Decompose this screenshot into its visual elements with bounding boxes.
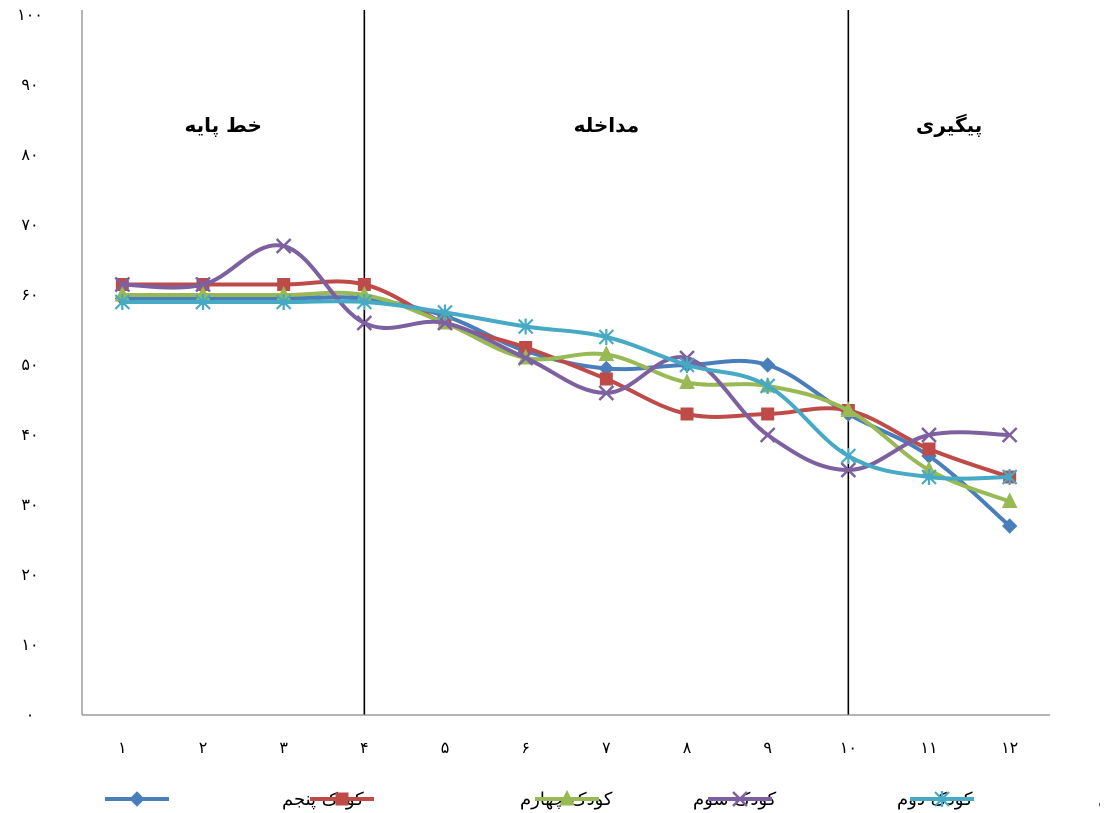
x-tick-label: ۴ (360, 738, 369, 757)
data-point (761, 407, 775, 421)
phase-labels: خط پایه مداخله پیگیری (184, 113, 982, 138)
data-point (275, 294, 292, 310)
y-tick-label: ۲۰ (21, 565, 38, 584)
series-4 (114, 238, 1018, 478)
data-point (1001, 518, 1018, 534)
data-point (195, 276, 211, 293)
x-tick-label: ۸ (683, 738, 692, 757)
phase-label: پیگیری (916, 113, 982, 138)
series-group (114, 238, 1018, 534)
data-point (759, 378, 776, 394)
data-point (759, 357, 776, 373)
data-point (759, 427, 776, 443)
data-point (921, 427, 937, 443)
x-tick-label: ۱ (118, 738, 127, 757)
x-tick-label: ۳ (279, 738, 288, 757)
data-point (114, 276, 131, 293)
x-tick-label: ۱۰ (840, 738, 857, 757)
data-point (598, 385, 615, 401)
x-tick-label: ۷ (602, 738, 611, 757)
data-point (840, 448, 857, 464)
data-point (840, 462, 857, 478)
data-point (195, 294, 211, 310)
data-point (680, 407, 694, 421)
legend-item: کودک اول (910, 789, 1100, 810)
legend-marker (732, 791, 748, 807)
y-tick-label: ۹۰ (21, 75, 38, 94)
legend-label: کودک اول (1098, 789, 1100, 810)
data-point (922, 442, 936, 456)
series-5 (114, 294, 1018, 485)
data-point (275, 238, 292, 254)
series-line (122, 299, 1010, 481)
y-tick-label: ۸۰ (21, 145, 38, 164)
y-tick-label: ۰ (26, 705, 35, 724)
data-point (1001, 469, 1018, 485)
axes (81, 10, 1050, 716)
series-1 (114, 290, 1018, 534)
legend-marker (559, 789, 575, 806)
x-tick-label: ۱۲ (1001, 738, 1018, 757)
data-point (921, 469, 937, 485)
y-tick-label: ۱۰۰ (17, 5, 43, 24)
y-tick-label: ۳۰ (21, 495, 38, 514)
data-point (1001, 427, 1018, 443)
legend-marker (934, 791, 950, 807)
data-point (679, 373, 695, 389)
data-point (599, 372, 613, 386)
x-tick-label: ۲ (199, 738, 208, 757)
data-point (356, 315, 373, 331)
data-point (356, 294, 373, 310)
legend-marker (335, 792, 349, 806)
data-point (598, 329, 615, 345)
data-point (437, 304, 453, 321)
x-axis-tick-labels: ۱ ۲ ۳ ۴ ۵ ۶ ۷ ۸ ۹ ۱۰ ۱۱ ۱۲ (118, 738, 1018, 757)
legend-marker (129, 791, 145, 807)
y-axis-tick-labels: ۰ ۱۰ ۲۰ ۳۰ ۴۰ ۵۰ ۶۰ ۷۰ ۸۰ ۹۰ ۱۰۰ (17, 5, 43, 724)
phase-divider-lines (363, 10, 850, 715)
y-tick-label: ۶۰ (21, 285, 38, 304)
series-3 (114, 285, 1018, 508)
x-tick-label: ۱۱ (920, 738, 937, 757)
y-tick-label: ۵۰ (21, 355, 38, 374)
data-point (679, 357, 695, 373)
y-tick-label: ۷۰ (21, 215, 38, 234)
phase-label: مداخله (574, 113, 640, 137)
data-point (840, 401, 857, 417)
x-tick-label: ۹ (763, 738, 772, 757)
x-tick-label: ۵ (441, 738, 450, 757)
line-chart: ۰ ۱۰ ۲۰ ۳۰ ۴۰ ۵۰ ۶۰ ۷۰ ۸۰ ۹۰ ۱۰۰ خط پایه مداخله پیگی… (17, 5, 1050, 757)
data-point (517, 318, 534, 335)
y-tick-label: ۱۰ (21, 635, 38, 654)
data-point (598, 345, 615, 361)
y-tick-label: ۴۰ (21, 425, 38, 444)
data-point (517, 350, 534, 366)
phase-label: خط پایه (184, 113, 261, 138)
x-tick-label: ۶ (521, 738, 530, 757)
data-point (114, 294, 131, 310)
data-point (1001, 492, 1018, 508)
